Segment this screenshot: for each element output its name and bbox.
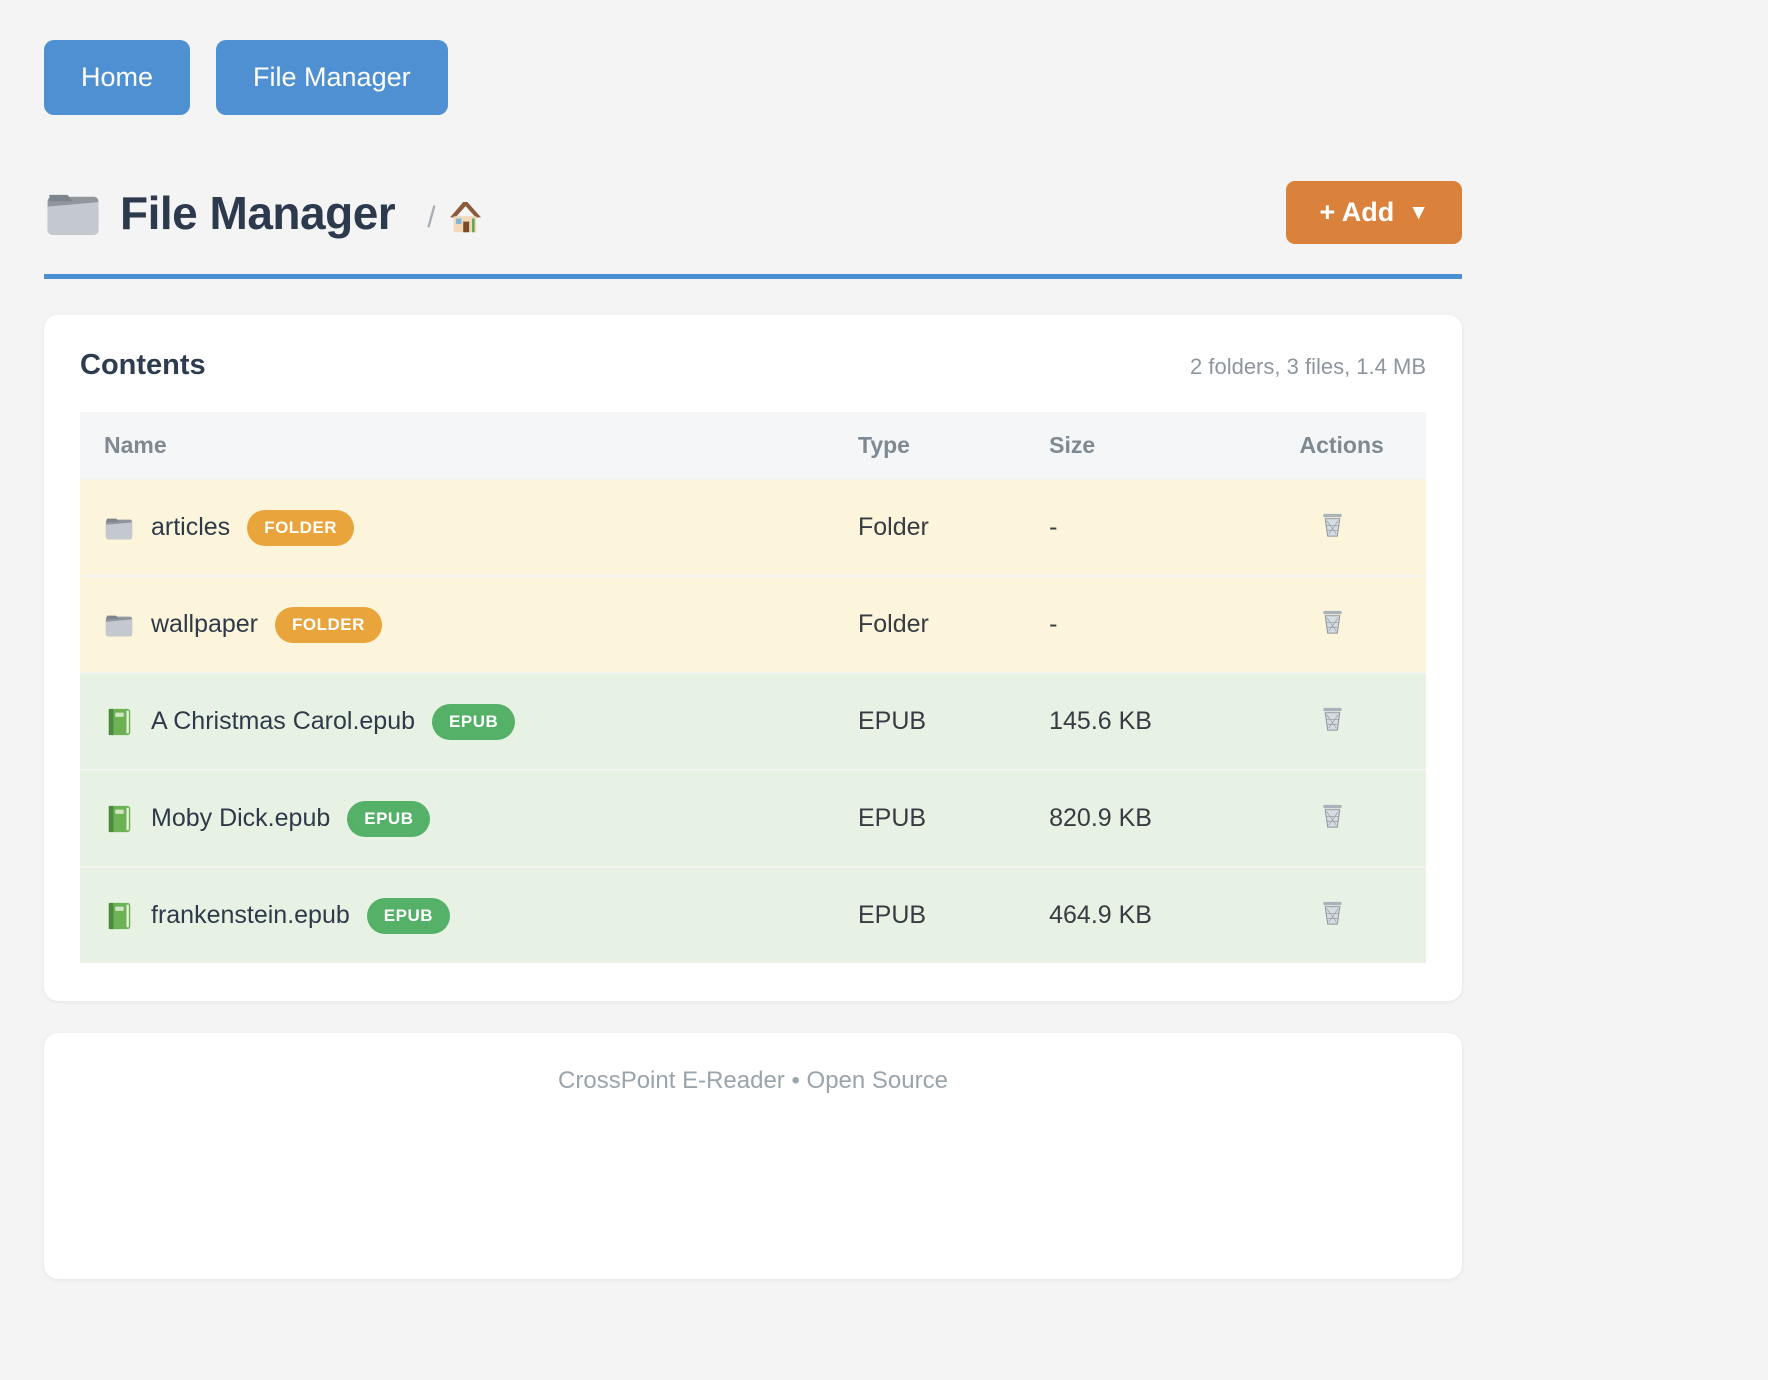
- page-title-group: File Manager /: [44, 184, 484, 242]
- table-row-christmas-carol: A Christmas Carol.epub EPUB EPUB 145.6 K…: [80, 672, 1426, 769]
- item-name-link[interactable]: frankenstein.epub: [151, 901, 350, 929]
- contents-card: Contents 2 folders, 3 files, 1.4 MB Name…: [44, 315, 1462, 1001]
- item-size: -: [1049, 478, 1300, 575]
- trash-icon: [1317, 703, 1348, 734]
- file-table: Name Type Size Actions articles FOLDER: [80, 412, 1426, 963]
- add-button[interactable]: + Add ▼: [1286, 181, 1462, 244]
- trash-icon: [1317, 509, 1348, 540]
- table-row-wallpaper: wallpaper FOLDER Folder -: [80, 575, 1426, 672]
- item-type: EPUB: [858, 672, 1050, 769]
- column-header-type: Type: [858, 412, 1050, 478]
- item-size: 145.6 KB: [1049, 672, 1300, 769]
- page-title: File Manager: [120, 186, 396, 239]
- file-manager-page: Home File Manager File Manager / + Add ▼…: [44, 40, 1462, 1279]
- column-header-actions: Actions: [1299, 412, 1426, 478]
- item-type: EPUB: [858, 769, 1050, 866]
- folder-badge: FOLDER: [247, 509, 355, 546]
- item-name-link[interactable]: A Christmas Carol.epub: [151, 707, 416, 735]
- delete-button[interactable]: [1299, 509, 1348, 540]
- column-header-name: Name: [80, 412, 858, 478]
- folder-icon: [104, 513, 134, 543]
- top-nav: Home File Manager: [44, 40, 1462, 115]
- item-name-link[interactable]: wallpaper: [151, 610, 259, 638]
- table-row-articles: articles FOLDER Folder -: [80, 478, 1426, 575]
- item-size: 464.9 KB: [1049, 866, 1300, 963]
- file-manager-button[interactable]: File Manager: [216, 40, 448, 115]
- item-type: Folder: [858, 478, 1050, 575]
- trash-icon: [1317, 800, 1348, 831]
- folder-icon: [104, 610, 134, 640]
- item-name-link[interactable]: articles: [151, 513, 231, 541]
- book-icon: [104, 901, 134, 931]
- epub-badge: EPUB: [366, 897, 450, 934]
- add-button-label: + Add: [1319, 197, 1395, 227]
- delete-button[interactable]: [1299, 897, 1348, 928]
- book-icon: [104, 804, 134, 834]
- home-house-icon[interactable]: [446, 199, 484, 237]
- home-button[interactable]: Home: [44, 40, 191, 115]
- breadcrumb: /: [427, 199, 483, 237]
- delete-button[interactable]: [1299, 800, 1348, 831]
- item-size: 820.9 KB: [1049, 769, 1300, 866]
- item-name-link[interactable]: Moby Dick.epub: [151, 804, 331, 832]
- title-divider: [44, 274, 1462, 279]
- table-row-moby-dick: Moby Dick.epub EPUB EPUB 820.9 KB: [80, 769, 1426, 866]
- folder-badge: FOLDER: [275, 606, 382, 643]
- trash-icon: [1317, 897, 1348, 928]
- caret-down-icon: ▼: [1408, 200, 1429, 224]
- footer: CrossPoint E-Reader • Open Source: [44, 1033, 1462, 1279]
- item-size: -: [1049, 575, 1300, 672]
- item-type: EPUB: [858, 866, 1050, 963]
- epub-badge: EPUB: [347, 800, 431, 837]
- delete-button[interactable]: [1299, 606, 1348, 637]
- book-icon: [104, 707, 134, 737]
- table-header-row: Name Type Size Actions: [80, 412, 1426, 478]
- folder-icon: [44, 184, 102, 242]
- contents-summary: 2 folders, 3 files, 1.4 MB: [1190, 354, 1426, 379]
- breadcrumb-separator: /: [427, 200, 436, 234]
- table-row-frankenstein: frankenstein.epub EPUB EPUB 464.9 KB: [80, 866, 1426, 963]
- item-type: Folder: [858, 575, 1050, 672]
- footer-text: CrossPoint E-Reader • Open Source: [558, 1067, 948, 1094]
- epub-badge: EPUB: [432, 703, 516, 740]
- contents-card-header: Contents 2 folders, 3 files, 1.4 MB: [80, 349, 1426, 382]
- trash-icon: [1317, 606, 1348, 637]
- column-header-size: Size: [1049, 412, 1300, 478]
- delete-button[interactable]: [1299, 703, 1348, 734]
- page-header: File Manager / + Add ▼: [44, 181, 1462, 244]
- contents-heading: Contents: [80, 349, 206, 381]
